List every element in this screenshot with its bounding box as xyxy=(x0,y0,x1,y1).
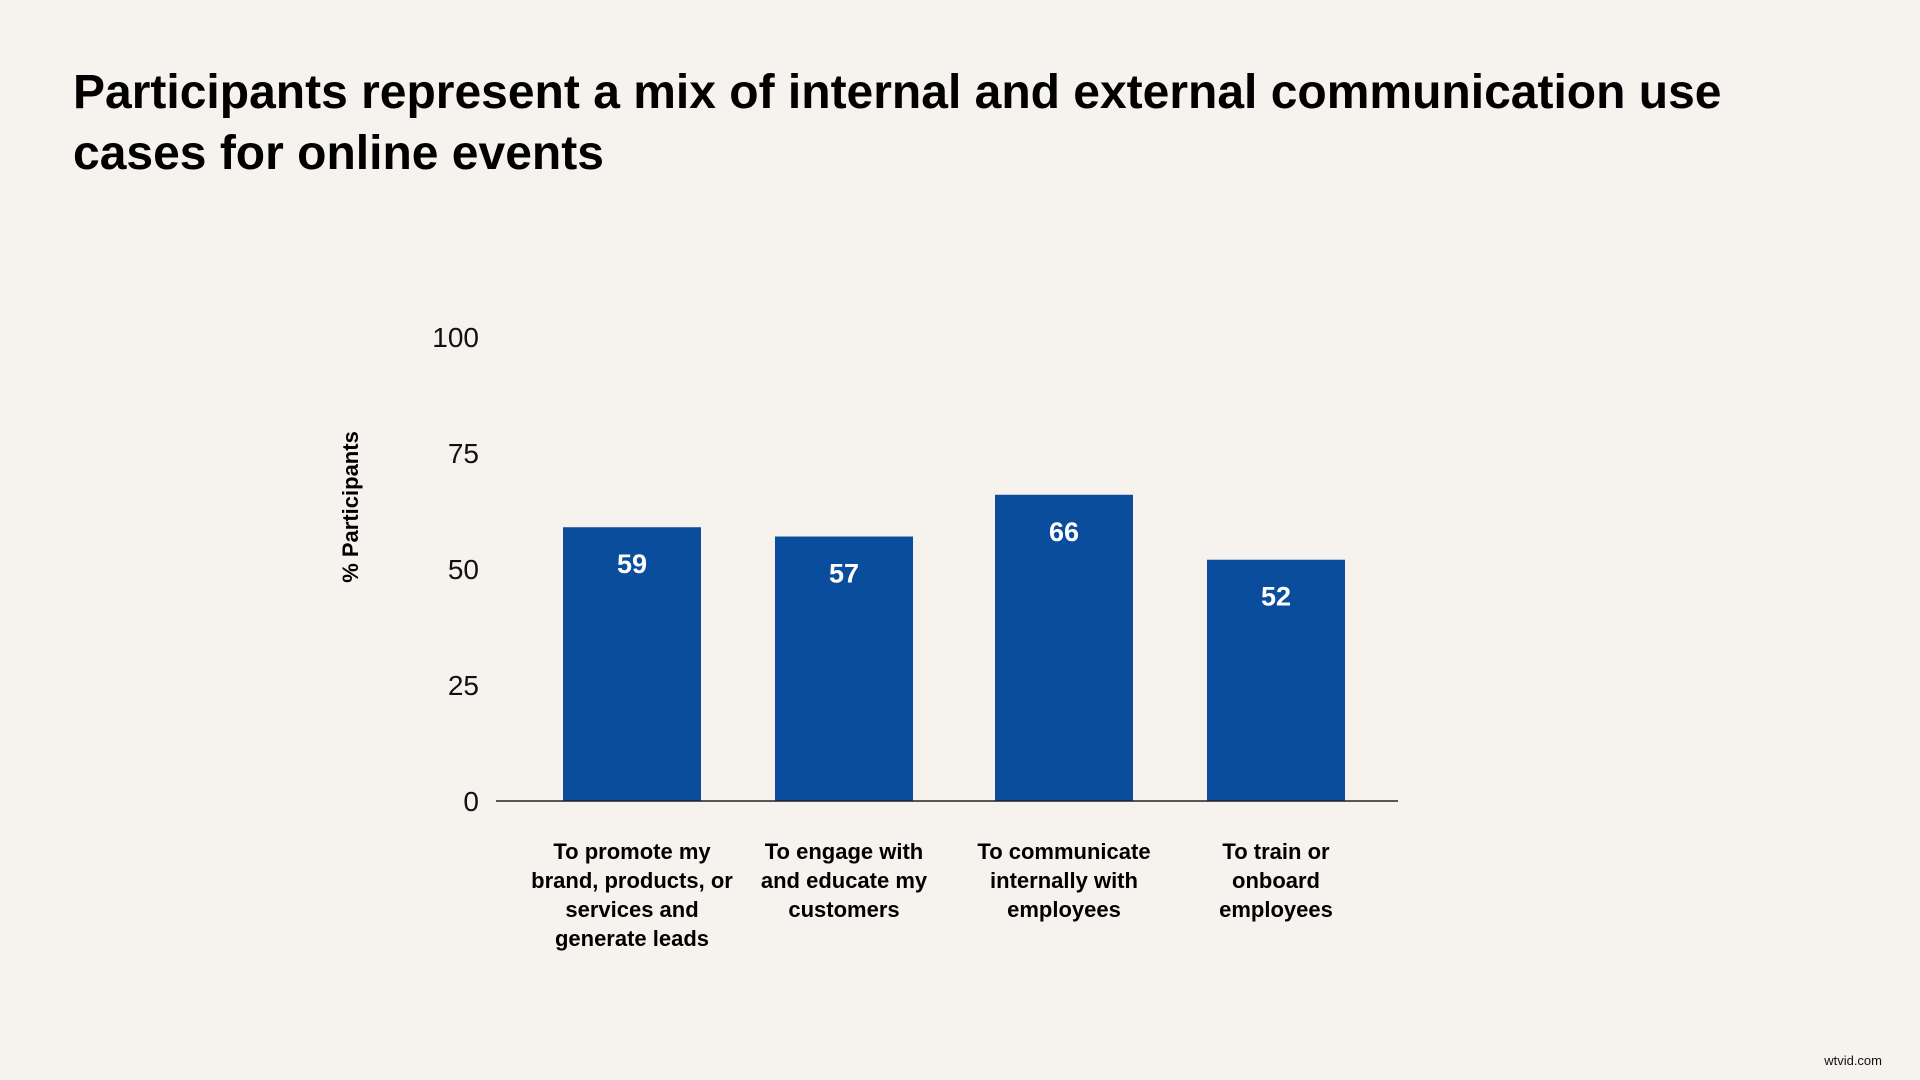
x-tick-label: employees xyxy=(1007,897,1121,922)
x-tick-label: and educate my xyxy=(761,868,928,893)
bar xyxy=(563,527,701,801)
watermark: wtvid.com xyxy=(1824,1053,1882,1068)
x-tick-label: services and xyxy=(565,897,698,922)
chart-title: Participants represent a mix of internal… xyxy=(73,66,1722,180)
y-tick-label: 25 xyxy=(448,670,479,701)
x-tick-label: To communicate xyxy=(977,839,1150,864)
bar-data-label: 52 xyxy=(1261,582,1291,612)
bar-data-label: 66 xyxy=(1049,517,1079,547)
x-tick-label: To train or xyxy=(1222,839,1330,864)
y-tick-label: 50 xyxy=(448,554,479,585)
x-tick-label: To promote my xyxy=(553,839,711,864)
bar-data-label: 59 xyxy=(617,549,647,579)
x-tick-label: generate leads xyxy=(555,926,709,951)
y-tick-label: 100 xyxy=(432,322,479,353)
x-tick-label: internally with xyxy=(990,868,1138,893)
x-tick-label: employees xyxy=(1219,897,1333,922)
y-axis-label: % Participants xyxy=(338,431,363,583)
x-tick-label: To engage with xyxy=(765,839,923,864)
y-tick-label: 0 xyxy=(463,786,479,817)
bar xyxy=(995,494,1133,801)
y-tick-label: 75 xyxy=(448,438,479,469)
x-tick-label: brand, products, or xyxy=(531,868,733,893)
x-tick-label: onboard xyxy=(1232,868,1320,893)
bar xyxy=(1207,559,1345,801)
x-tick-label: customers xyxy=(788,897,899,922)
bar-data-label: 57 xyxy=(829,559,859,589)
bar xyxy=(775,536,913,801)
